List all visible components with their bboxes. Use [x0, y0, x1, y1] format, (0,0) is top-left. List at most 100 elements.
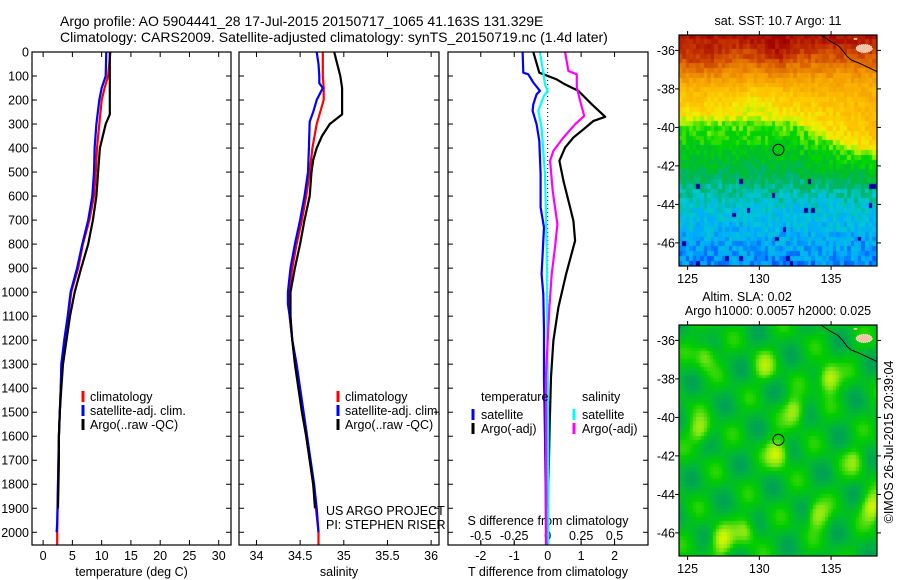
y-tick-label: 1600 — [1, 430, 29, 444]
legend-label: satellite-adj. clim. — [90, 404, 186, 418]
y-tick-label: 900 — [8, 262, 29, 276]
legend-group-title: temperature — [481, 390, 548, 404]
lat-tick-label: -40 — [657, 121, 675, 135]
land-fragment — [853, 327, 858, 330]
x-tick-label: 36 — [424, 549, 438, 563]
x-tick-label: 30 — [212, 549, 226, 563]
series-line-climatology — [56, 51, 112, 545]
x-tick-label: -2 — [475, 549, 486, 563]
lon-tick-label: 125 — [677, 272, 698, 286]
axes-frame — [447, 51, 649, 546]
x-tick-label: 2 — [611, 549, 618, 563]
imos-credit: ©IMOS 26-Jul-2015 20:39:04 — [882, 361, 896, 524]
series-line-argo-raw-qc- — [289, 51, 344, 509]
legend-label: climatology — [90, 390, 153, 404]
x-tick-label: 25 — [182, 549, 196, 563]
figure-title-line1: Argo profile: AO 5904441_28 17-Jul-2015 … — [60, 13, 543, 29]
x-tick-label: 0 — [544, 549, 551, 563]
x-tick-label: 35.5 — [375, 549, 399, 563]
y-tick-label: 700 — [8, 214, 29, 228]
lat-tick-label: -40 — [657, 411, 675, 425]
panel-temperature: 0100200300400500600700800900100011001200… — [1, 46, 232, 579]
secondary-x-tick-label: -0.25 — [500, 529, 529, 543]
lat-tick-label: -38 — [657, 372, 675, 386]
map-frame — [678, 324, 878, 557]
y-tick-label: 600 — [8, 190, 29, 204]
sst-map: 125 130 135 -36 -38 -40 -42 -44 -46 sat. SST: 10.… — [657, 14, 881, 286]
lon-tick-label: 135 — [821, 562, 842, 576]
panel-salinity: 34 34.5 35 35.5 36 salinity climatologysatelli… — [238, 51, 445, 579]
lon-tick-label: 135 — [821, 272, 842, 286]
y-tick-label: 1900 — [1, 502, 29, 516]
secondary-x-tick-label: 0.5 — [606, 529, 623, 543]
lat-tick-label: -44 — [657, 198, 675, 212]
axes-frame — [238, 51, 440, 546]
project-annotation: US ARGO PROJECT — [326, 504, 445, 518]
kangaroo-island-land — [855, 43, 873, 53]
lat-tick-label: -38 — [657, 82, 675, 96]
y-tick-label: 1000 — [1, 286, 29, 300]
map-title-line2: Argo h1000: 0.0057 h2000: 0.025 — [685, 304, 871, 318]
lat-tick-label: -42 — [657, 449, 675, 463]
x-tick-label: 5 — [69, 549, 76, 563]
y-tick-label: 0 — [22, 46, 29, 60]
legend-label: Argo(..raw -QC) — [345, 418, 433, 432]
lon-tick-label: 130 — [749, 562, 770, 576]
y-tick-label: 500 — [8, 166, 29, 180]
project-annotation: PI: STEPHEN RISER — [326, 518, 445, 532]
land-fragment — [853, 37, 858, 40]
y-tick-label: 300 — [8, 118, 29, 132]
coastline — [820, 324, 878, 363]
y-tick-label: 100 — [8, 70, 29, 84]
lat-tick-label: -46 — [657, 236, 675, 250]
secondary-x-tick-label: 0.25 — [569, 529, 593, 543]
lon-tick-label: 125 — [677, 562, 698, 576]
lat-tick-label: -36 — [657, 334, 675, 348]
figure-title-line2: Climatology: CARS2009. Satellite-adjuste… — [60, 29, 608, 45]
legend-label: Argo(-adj) — [582, 422, 638, 436]
lat-tick-label: -42 — [657, 159, 675, 173]
x-axis-label: temperature (deg C) — [75, 565, 188, 579]
legend-group-title: salinity — [582, 390, 621, 404]
y-tick-label: 1800 — [1, 478, 29, 492]
series-line-satellite — [521, 51, 548, 546]
legend-label: satellite — [582, 408, 624, 422]
secondary-x-tick-label: -0.5 — [470, 529, 492, 543]
x-tick-label: -1 — [509, 549, 520, 563]
sst-map-image — [679, 35, 877, 266]
x-tick-label: 15 — [124, 549, 138, 563]
lat-tick-label: -46 — [657, 526, 675, 540]
y-tick-label: 400 — [8, 142, 29, 156]
x-tick-label: 34.5 — [288, 549, 312, 563]
y-tick-label: 1700 — [1, 454, 29, 468]
x-axis-label: salinity — [320, 565, 359, 579]
x-tick-label: 35 — [337, 549, 351, 563]
series-line-climatology — [287, 52, 325, 545]
series-line-satellite — [537, 51, 550, 545]
y-tick-label: 1400 — [1, 382, 29, 396]
kangaroo-island-land — [855, 333, 873, 343]
axes-frame — [31, 51, 232, 546]
legend-label: satellite-adj. clim. — [345, 404, 441, 418]
panel-difference: -2 -1 0 1 2 T difference from climatology -0.5… — [447, 51, 649, 579]
y-tick-label: 2000 — [1, 526, 29, 540]
sla-map-image — [679, 325, 877, 556]
argo-position-marker — [772, 143, 785, 156]
x-tick-label: 34 — [250, 549, 264, 563]
lon-tick-label: 130 — [749, 272, 770, 286]
y-tick-label: 1200 — [1, 334, 29, 348]
x-tick-label: 1 — [578, 549, 585, 563]
legend-label: climatology — [345, 390, 408, 404]
legend-label: Argo(-adj) — [481, 422, 537, 436]
lat-tick-label: -44 — [657, 488, 675, 502]
lat-tick-label: -36 — [657, 44, 675, 58]
y-tick-label: 1500 — [1, 406, 29, 420]
series-line-argo-adj- — [544, 51, 586, 546]
legend-label: Argo(..raw -QC) — [90, 418, 178, 432]
y-tick-label: 800 — [8, 238, 29, 252]
x-tick-label: 0 — [40, 549, 47, 563]
coastline — [820, 34, 878, 73]
y-tick-label: 1300 — [1, 358, 29, 372]
argo-position-marker — [772, 433, 785, 446]
